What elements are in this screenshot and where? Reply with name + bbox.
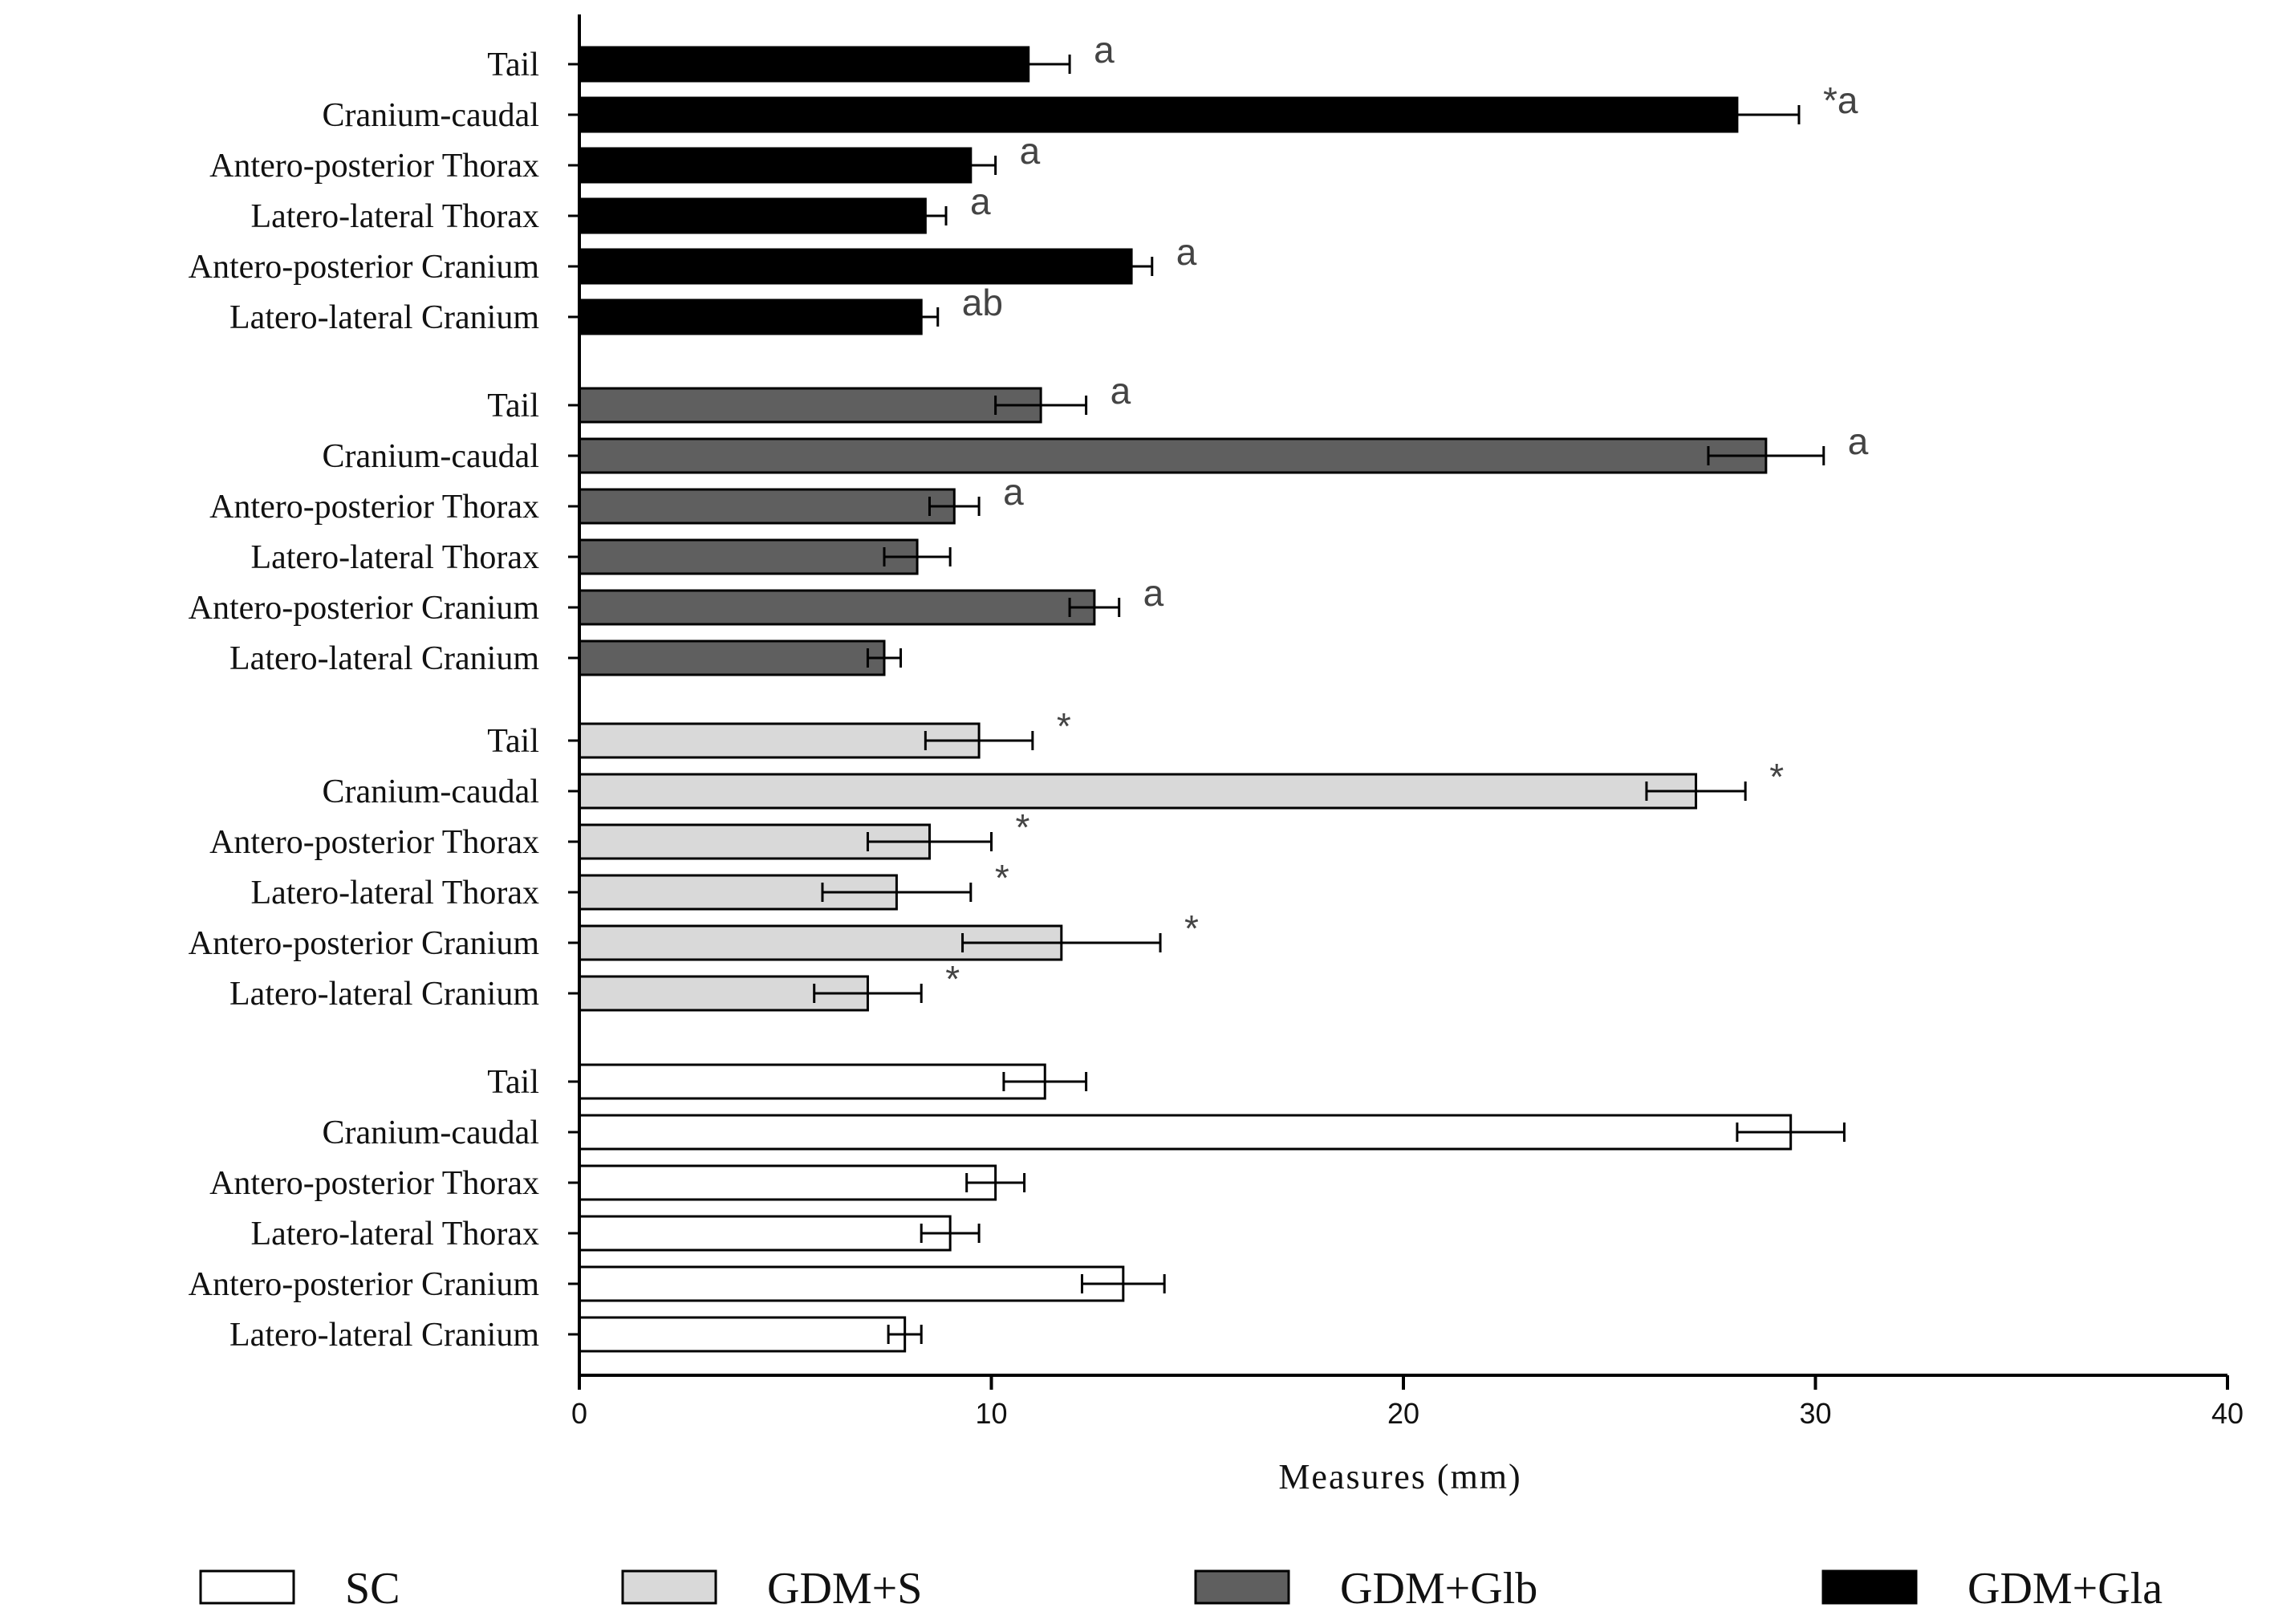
- x-tick-label-40: 40: [2211, 1397, 2244, 1430]
- legend-swatch-gdm-gla: [1821, 1569, 1918, 1605]
- legend-swatch-gdm-s: [621, 1569, 717, 1605]
- category-label-latero-lateral-thorax: Latero-lateral Thorax: [250, 539, 539, 576]
- bar-gdm-glb-latero-lateral-thorax: [578, 538, 919, 575]
- significance-label-gdm-glb-tail: a: [1111, 370, 1131, 412]
- bar-sc-latero-lateral-cranium: [578, 1316, 907, 1353]
- significance-label-gdm-s-antero-posterior-cranium: *: [1184, 907, 1199, 949]
- significance-label-gdm-gla-tail: a: [1094, 29, 1115, 71]
- category-label-tail: Tail: [487, 47, 539, 83]
- bar-gdm-s-cranium-caudal: [578, 773, 1698, 810]
- category-labels: Tail Cranium-caudal Antero-posterior Thora…: [189, 47, 540, 1354]
- category-label-antero-posterior-thorax: Antero-posterior Thorax: [209, 824, 539, 861]
- category-label-cranium-caudal: Cranium-caudal: [322, 773, 539, 810]
- category-label-antero-posterior-cranium: Antero-posterior Cranium: [189, 925, 540, 962]
- legend-label-sc: SC: [345, 1564, 400, 1614]
- category-label-antero-posterior-cranium: Antero-posterior Cranium: [189, 249, 540, 286]
- significance-label-gdm-gla-antero-posterior-thorax: a: [1020, 130, 1041, 172]
- bar-sc-tail: [578, 1063, 1046, 1100]
- significance-label-gdm-gla-antero-posterior-cranium: a: [1176, 231, 1197, 273]
- significance-label-gdm-gla-latero-lateral-thorax: a: [970, 181, 991, 222]
- category-label-tail: Tail: [487, 388, 539, 424]
- significance-label-gdm-gla-cranium-caudal: *a: [1823, 79, 1858, 121]
- category-label-tail: Tail: [487, 1064, 539, 1101]
- significance-label-gdm-s-latero-lateral-thorax: *: [995, 857, 1009, 899]
- category-label-latero-lateral-thorax: Latero-lateral Thorax: [250, 198, 539, 235]
- axes: 0 10 20 30 40: [568, 14, 2244, 1430]
- category-label-latero-lateral-cranium: Latero-lateral Cranium: [229, 1317, 539, 1354]
- significance-label-gdm-glb-antero-posterior-thorax: a: [1003, 471, 1024, 513]
- legend-label-gdm-gla: GDM+Gla: [1967, 1564, 2162, 1614]
- x-axis-title: Measures (mm): [1278, 1457, 1521, 1496]
- bar-gdm-glb-antero-posterior-thorax: [578, 488, 956, 525]
- bar-gdm-gla-cranium-caudal: [578, 96, 1739, 133]
- bar-gdm-glb-latero-lateral-cranium: [578, 639, 886, 676]
- category-label-antero-posterior-thorax: Antero-posterior Thorax: [209, 489, 539, 526]
- significance-label-gdm-glb-cranium-caudal: a: [1848, 420, 1869, 462]
- category-label-latero-lateral-thorax: Latero-lateral Thorax: [250, 875, 539, 911]
- bar-gdm-gla-antero-posterior-cranium: [578, 248, 1133, 285]
- category-label-cranium-caudal: Cranium-caudal: [322, 1114, 539, 1151]
- significance-label-gdm-glb-antero-posterior-cranium: a: [1143, 572, 1164, 614]
- x-tick-label-10: 10: [975, 1397, 1007, 1430]
- significance-label-gdm-s-latero-lateral-cranium: *: [945, 958, 960, 1000]
- category-label-latero-lateral-cranium: Latero-lateral Cranium: [229, 299, 539, 336]
- legend-label-gdm-s: GDM+S: [767, 1564, 922, 1614]
- bar-gdm-gla-tail: [578, 46, 1030, 83]
- category-label-antero-posterior-cranium: Antero-posterior Cranium: [189, 1266, 540, 1303]
- bar-gdm-glb-cranium-caudal: [578, 437, 1768, 474]
- x-tick-label-30: 30: [1799, 1397, 1831, 1430]
- significance-label-gdm-s-tail: *: [1057, 705, 1071, 747]
- bar-sc-antero-posterior-cranium: [578, 1265, 1125, 1302]
- x-tick-label-20: 20: [1387, 1397, 1419, 1430]
- x-tick-label-0: 0: [571, 1397, 587, 1430]
- significance-label-gdm-s-antero-posterior-thorax: *: [1016, 806, 1030, 848]
- category-label-cranium-caudal: Cranium-caudal: [322, 97, 539, 134]
- category-label-cranium-caudal: Cranium-caudal: [322, 438, 539, 475]
- category-label-latero-lateral-cranium: Latero-lateral Cranium: [229, 976, 539, 1013]
- significance-label-gdm-s-cranium-caudal: *: [1769, 756, 1784, 798]
- category-label-tail: Tail: [487, 723, 539, 760]
- category-label-latero-lateral-thorax: Latero-lateral Thorax: [250, 1216, 539, 1253]
- category-label-latero-lateral-cranium: Latero-lateral Cranium: [229, 640, 539, 677]
- bar-sc-antero-posterior-thorax: [578, 1164, 997, 1201]
- bar-gdm-gla-latero-lateral-thorax: [578, 197, 927, 234]
- bar-gdm-gla-latero-lateral-cranium: [578, 298, 923, 335]
- legend-swatch-sc: [199, 1569, 295, 1605]
- bar-gdm-glb-antero-posterior-cranium: [578, 589, 1096, 626]
- bar-gdm-glb-tail: [578, 387, 1042, 424]
- bar-gdm-s-tail: [578, 722, 981, 759]
- legend-swatch-gdm-glb: [1194, 1569, 1290, 1605]
- legend: SC GDM+S GDM+Glb GDM+Gla: [199, 1564, 2162, 1614]
- category-label-antero-posterior-thorax: Antero-posterior Thorax: [209, 148, 539, 185]
- bar-sc-cranium-caudal: [578, 1114, 1793, 1151]
- category-label-antero-posterior-cranium: Antero-posterior Cranium: [189, 590, 540, 627]
- legend-label-gdm-glb: GDM+Glb: [1340, 1564, 1537, 1614]
- significance-label-gdm-gla-latero-lateral-cranium: ab: [962, 282, 1003, 323]
- bar-sc-latero-lateral-thorax: [578, 1215, 952, 1252]
- category-label-antero-posterior-thorax: Antero-posterior Thorax: [209, 1165, 539, 1202]
- bar-gdm-gla-antero-posterior-thorax: [578, 147, 973, 184]
